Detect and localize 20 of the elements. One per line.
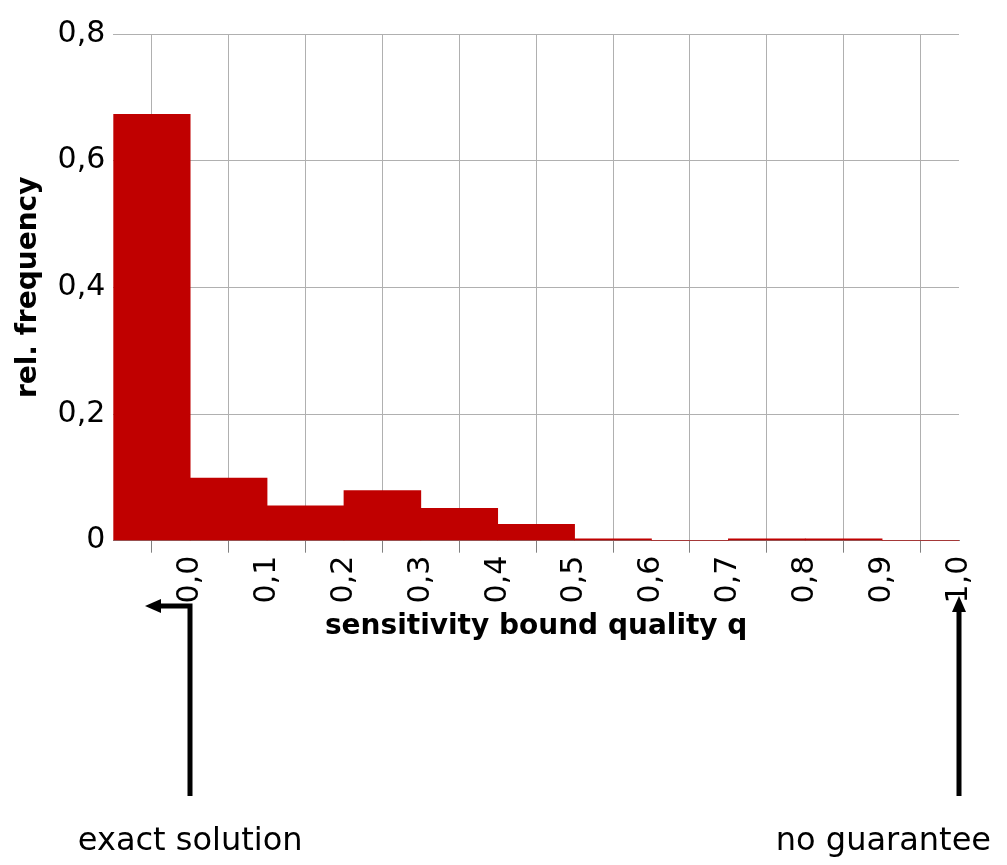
x-tick-label: 0,9 [861,555,897,604]
x-axis-title: sensitivity bound quality q [324,608,748,642]
y-tick-label: 0,2 [57,393,106,429]
x-tick-label: 0,4 [477,555,513,604]
x-tick-label: 0,3 [400,555,436,604]
y-tick-label: 0,8 [57,13,106,49]
x-tick-label: 0,8 [785,555,821,604]
x-tick-label: 0,1 [246,555,282,604]
x-tick-label: 0,7 [708,555,744,604]
x-tick-label: 1,0 [938,555,974,604]
text: exact solution [76,820,304,858]
y-axis-title: rel. frequency [10,176,44,399]
text: no guarantee [775,820,991,858]
y-tick-label: 0,4 [57,267,106,303]
x-tick-label: 0,5 [554,555,590,604]
y-tick-label: 0,6 [57,140,106,176]
x-tick-label: 0,2 [323,555,359,604]
x-tick-label: 0,0 [169,555,205,604]
y-tick-label: 0 [86,520,106,556]
x-tick-label: 0,6 [631,555,667,604]
